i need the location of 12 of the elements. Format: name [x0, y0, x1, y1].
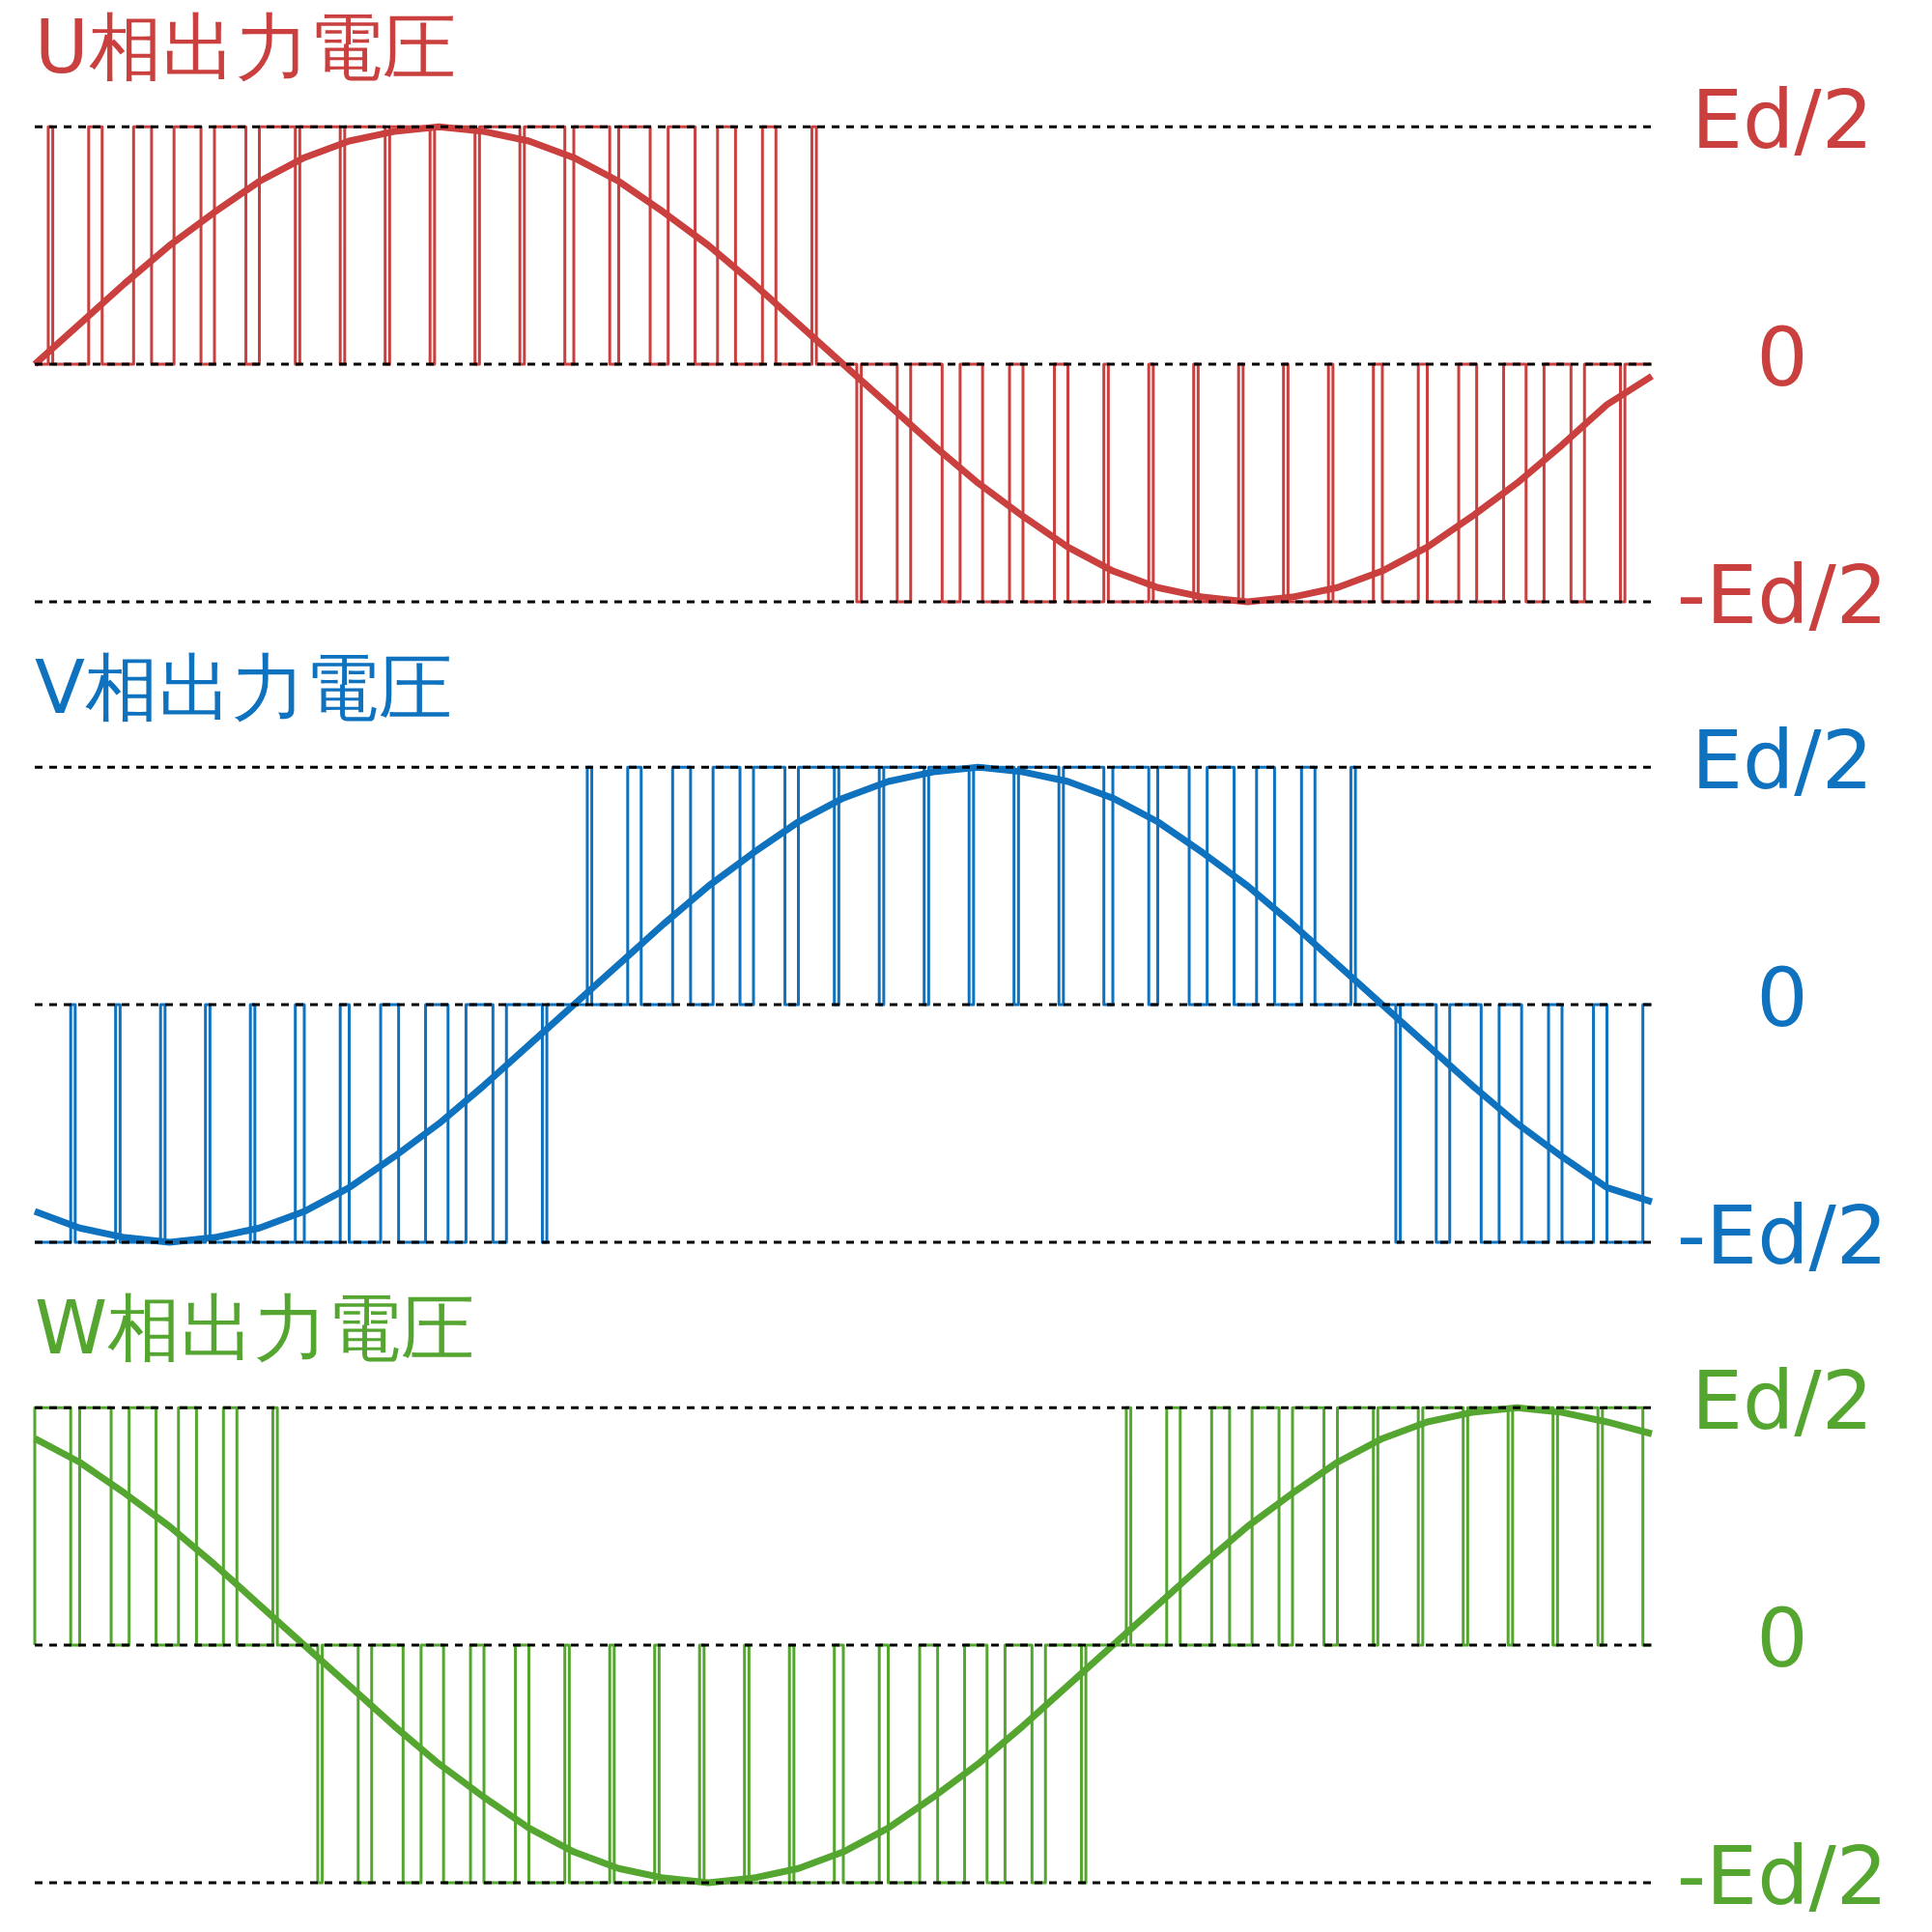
chart-title: W相出力電圧 — [35, 1285, 475, 1372]
ref-line-label: -Ed/2 — [1676, 547, 1889, 642]
ref-line-label: 0 — [1756, 950, 1808, 1045]
ref-line-label: Ed/2 — [1690, 72, 1874, 168]
ref-line-label: 0 — [1756, 309, 1808, 405]
chart-title: U相出力電圧 — [35, 4, 456, 91]
ref-line-label: -Ed/2 — [1676, 1187, 1889, 1283]
ref-line-label: Ed/2 — [1690, 1353, 1874, 1449]
ref-line-label: Ed/2 — [1690, 713, 1874, 809]
ref-line-label: -Ed/2 — [1676, 1828, 1889, 1923]
chart-title: V相出力電圧 — [35, 644, 452, 731]
ref-line-label: 0 — [1756, 1590, 1808, 1686]
